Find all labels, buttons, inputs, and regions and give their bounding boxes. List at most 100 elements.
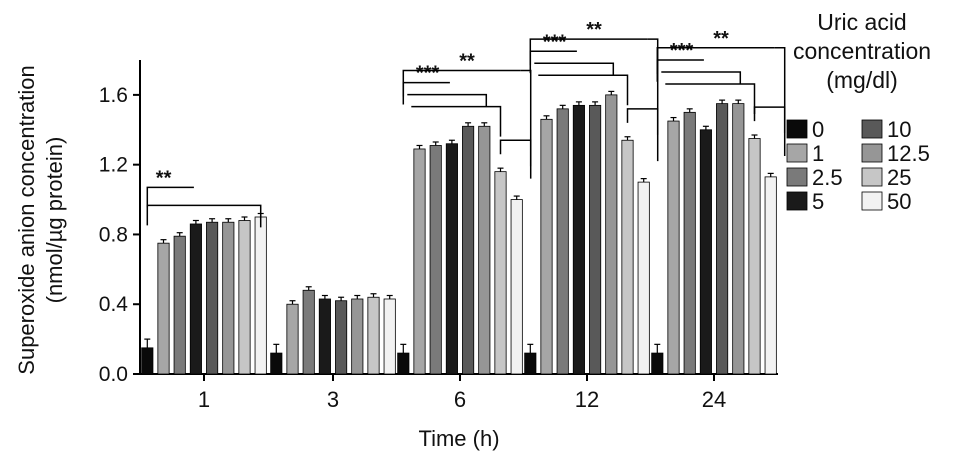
significance-bracket <box>656 47 775 82</box>
legend-swatch <box>861 167 883 187</box>
bar <box>173 235 186 375</box>
bar <box>302 289 315 375</box>
bar <box>637 181 650 375</box>
legend-entry: 2.5 <box>812 165 843 190</box>
bar <box>141 347 154 375</box>
x-tick-label: 12 <box>575 387 599 412</box>
significance-label: *** <box>416 63 440 85</box>
legend-entry: 10 <box>887 117 911 142</box>
significance-bracket <box>402 69 521 105</box>
significance-bracket <box>529 38 648 74</box>
legend-entry: 12.5 <box>887 141 930 166</box>
bar <box>556 108 569 375</box>
significance-label: ** <box>713 28 729 50</box>
significance-bracket <box>665 83 756 114</box>
bar <box>667 120 680 375</box>
bar <box>238 220 251 375</box>
bar <box>589 104 602 375</box>
bar <box>254 216 267 375</box>
bar <box>699 129 712 375</box>
legend-swatch <box>861 143 883 163</box>
significance-bracket <box>534 62 615 76</box>
significance-label: *** <box>543 31 567 53</box>
bar <box>605 94 618 375</box>
bar <box>351 298 364 375</box>
x-tick-label: 1 <box>198 387 210 412</box>
bar <box>651 352 664 375</box>
x-ticks: 1 3 6 12 24 <box>198 374 726 412</box>
bar <box>383 298 396 375</box>
significance-bracket <box>538 74 629 106</box>
y-axis-label-line2: (nmol/µg protein) <box>42 137 67 304</box>
significance-bracket <box>146 204 262 228</box>
bar <box>572 104 585 375</box>
legend-entry: 50 <box>887 189 911 214</box>
bar <box>748 138 761 375</box>
bar <box>157 242 170 375</box>
bar <box>270 352 283 375</box>
y-tick-label: 1.2 <box>99 154 128 177</box>
legend-swatch <box>786 119 808 139</box>
bar <box>189 223 202 375</box>
bar <box>462 125 475 375</box>
legend-title-line: (mg/dl) <box>826 67 898 93</box>
bar <box>764 176 777 375</box>
significance-bracket <box>146 186 194 208</box>
significance-bracket <box>753 106 786 134</box>
bar <box>524 352 537 375</box>
legend: Uric acidconcentration(mg/dl)012.551012.… <box>786 9 931 214</box>
bar <box>478 125 491 375</box>
significance-label: ** <box>459 50 475 72</box>
significance-bracket <box>520 69 532 179</box>
bar <box>732 103 745 375</box>
bar <box>621 139 634 375</box>
legend-entry: 1 <box>812 141 824 166</box>
bar <box>445 143 458 375</box>
bar <box>397 352 410 375</box>
bar <box>286 303 299 375</box>
significance-brackets: ***************** <box>146 19 786 228</box>
bar <box>716 103 729 375</box>
x-tick-label: 24 <box>702 387 726 412</box>
bar <box>510 199 523 375</box>
bar <box>367 296 380 375</box>
significance-bracket <box>499 139 532 167</box>
bar <box>335 300 348 375</box>
x-tick-label: 3 <box>327 387 339 412</box>
x-tick-label: 6 <box>454 387 466 412</box>
legend-swatch <box>861 119 883 139</box>
bar <box>318 298 331 375</box>
y-axis-label: Superoxide anion concentration (nmol/µg … <box>14 65 67 374</box>
significance-label: *** <box>670 40 694 62</box>
legend-entry: 25 <box>887 165 911 190</box>
y-tick-label: 1.6 <box>99 84 128 107</box>
y-tick-label: 0.8 <box>99 223 128 246</box>
y-tick-label: 0.4 <box>99 293 129 316</box>
x-axis-label: Time (h) <box>418 426 499 451</box>
bar <box>429 145 442 375</box>
bar <box>206 221 219 375</box>
legend-swatch <box>786 167 808 187</box>
legend-title-line: concentration <box>793 38 931 64</box>
significance-bracket <box>661 71 742 84</box>
significance-label: ** <box>586 19 602 41</box>
legend-title-line: Uric acid <box>817 9 906 35</box>
significance-label: ** <box>156 167 172 189</box>
significance-bracket <box>647 38 659 162</box>
y-axis-label-line1: Superoxide anion concentration <box>14 65 39 374</box>
significance-bracket <box>411 105 502 137</box>
legend-swatch <box>861 191 883 211</box>
bar <box>413 148 426 375</box>
bar <box>540 118 553 375</box>
legend-entry: 5 <box>812 189 824 214</box>
bar <box>494 171 507 375</box>
legend-entry: 0 <box>812 117 824 142</box>
legend-swatch <box>786 191 808 211</box>
significance-bracket <box>774 47 786 156</box>
y-tick-label: 0.0 <box>99 363 128 386</box>
y-ticks: 0.0 0.4 0.8 1.2 1.6 <box>99 84 140 386</box>
bar <box>222 221 235 375</box>
significance-bracket <box>626 108 659 135</box>
legend-swatch <box>786 143 808 163</box>
